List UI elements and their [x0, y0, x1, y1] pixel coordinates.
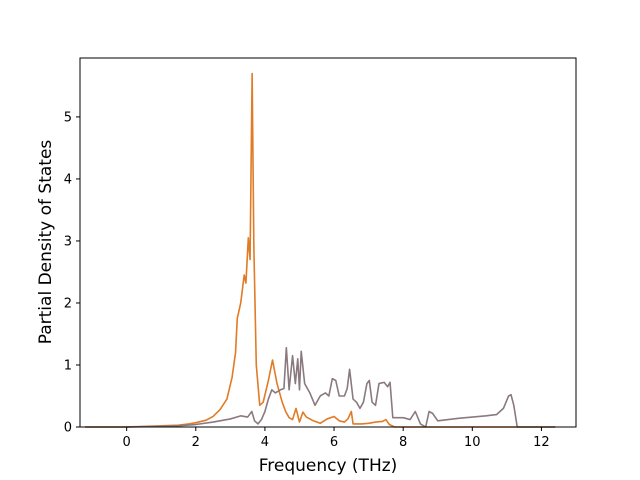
x-tick-label: 8	[399, 435, 407, 450]
x-tick-label: 6	[330, 435, 338, 450]
y-tick-label: 5	[64, 110, 72, 125]
x-tick-label: 0	[123, 435, 131, 450]
series-line-2	[85, 346, 556, 428]
x-axis: 0 2 4 6 8 10 12	[123, 427, 550, 450]
x-tick-label: 12	[533, 435, 550, 450]
series-layer	[85, 72, 556, 428]
y-axis-label: Partial Density of States	[36, 140, 56, 345]
y-tick-label: 1	[64, 358, 72, 373]
x-axis-label: Frequency (THz)	[259, 456, 398, 476]
x-tick-label: 4	[261, 435, 269, 450]
y-tick-label: 2	[64, 296, 72, 311]
x-tick-label: 2	[192, 435, 200, 450]
y-tick-label: 3	[64, 234, 72, 249]
y-tick-label: 4	[64, 172, 72, 187]
y-axis: 0 1 2 3 4 5	[64, 110, 80, 436]
plot-frame	[79, 57, 577, 428]
plot-background	[80, 58, 576, 427]
x-tick-label: 10	[464, 435, 481, 450]
y-tick-label: 0	[64, 421, 72, 436]
series-line-1	[85, 72, 556, 428]
